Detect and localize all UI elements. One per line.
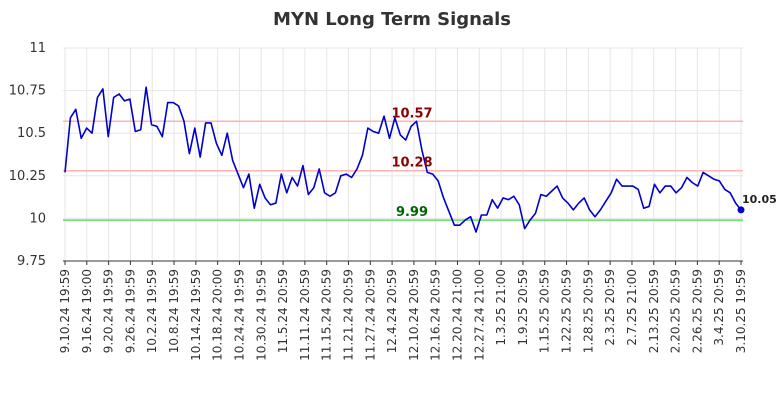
x-tick-label: 9.10.24 19:59 — [58, 269, 72, 353]
axes — [63, 260, 743, 265]
x-tick-label: 12.10.24 20:59 — [407, 269, 421, 361]
series-layer — [64, 86, 742, 233]
grid — [63, 47, 743, 262]
x-tick-label: 1.9.25 20:59 — [516, 269, 530, 346]
x-tick-label: 11.11.24 20:59 — [298, 269, 312, 361]
x-tick-label: 12.4.24 20:59 — [385, 269, 399, 353]
x-tick-label: 10.2.24 19:59 — [145, 269, 159, 353]
y-tick-label: 9.75 — [17, 254, 46, 269]
x-tick-label: 1.3.25 21:00 — [494, 269, 508, 346]
chart-title: MYN Long Term Signals — [273, 9, 511, 30]
reference-lines — [63, 120, 743, 221]
x-tick-label: 11.21.24 20:59 — [341, 269, 355, 361]
x-tick-label: 12.16.24 20:59 — [429, 269, 443, 361]
x-tick-label: 2.20.25 20:59 — [669, 269, 683, 353]
y-axis-ticks: 9.75 10 10.25 10.5 10.75 11 — [9, 41, 46, 269]
x-tick-label: 1.22.25 20:59 — [560, 269, 574, 353]
x-tick-label: 10.18.24 20:00 — [211, 269, 225, 361]
x-tick-label: 10.8.24 19:59 — [167, 269, 181, 353]
y-tick-label: 10.25 — [9, 169, 46, 184]
y-tick-label: 10.5 — [17, 126, 46, 141]
x-tick-label: 10.24.24 19:59 — [232, 269, 246, 361]
x-tick-label: 11.27.24 20:59 — [363, 269, 377, 361]
x-tick-label: 11.5.24 20:59 — [276, 269, 290, 353]
x-tick-label: 9.20.24 19:59 — [102, 269, 116, 353]
reference-label: 10.28 — [391, 156, 432, 171]
y-tick-label: 10 — [29, 211, 46, 226]
last-value-marker — [737, 206, 745, 214]
x-tick-label: 12.20.24 21:00 — [451, 269, 465, 361]
last-value-label: 10.05 — [742, 193, 777, 206]
x-axis-ticks: 9.10.24 19:59 9.16.24 19:00 9.20.24 19:59 9… — [58, 269, 748, 361]
x-tick-label: 11.15.24 20:59 — [320, 269, 334, 361]
x-tick-label: 9.16.24 19:00 — [80, 269, 94, 353]
x-tick-label: 9.26.24 19:59 — [123, 269, 137, 353]
x-tick-label: 3.10.25 19:59 — [734, 269, 748, 353]
y-tick-label: 10.75 — [9, 84, 46, 99]
x-tick-label: 12.27.24 21:00 — [472, 269, 486, 361]
series-line — [64, 86, 742, 233]
x-tick-label: 2.26.25 20:59 — [690, 269, 704, 353]
x-tick-label: 10.30.24 19:59 — [254, 269, 268, 361]
x-tick-label: 3.4.25 20:59 — [712, 269, 726, 346]
x-tick-label: 1.15.25 20:59 — [538, 269, 552, 353]
reference-label: 9.99 — [396, 205, 428, 220]
x-tick-label: 1.28.25 20:59 — [581, 269, 595, 353]
annotations: 10.57 10.28 9.99 10.05 — [391, 106, 776, 220]
x-tick-label: 10.14.24 19:59 — [189, 269, 203, 361]
x-tick-label: 2.3.25 20:59 — [603, 269, 617, 346]
reference-label: 10.57 — [391, 106, 432, 121]
x-tick-label: 2.13.25 20:59 — [647, 269, 661, 353]
x-tick-label: 2.7.25 21:00 — [625, 269, 639, 346]
y-tick-label: 11 — [29, 41, 46, 56]
